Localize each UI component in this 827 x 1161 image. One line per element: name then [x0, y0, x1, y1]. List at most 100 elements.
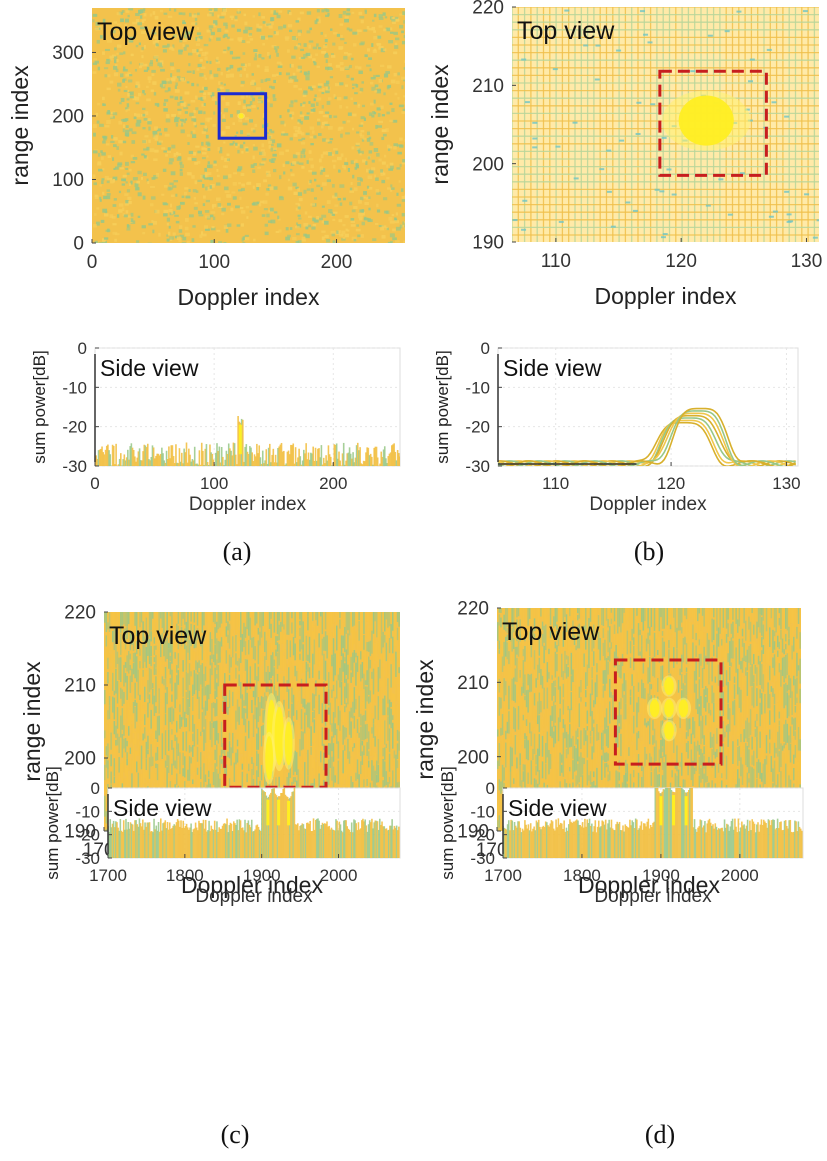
profile-traces	[503, 788, 803, 858]
profile-curve	[505, 407, 796, 466]
y-tick-label: -30	[62, 457, 87, 476]
hotspot	[678, 699, 689, 718]
x-tick-label: 1700	[89, 866, 127, 885]
profile-traces	[108, 788, 400, 858]
y-tick-label: -10	[465, 378, 490, 397]
plot-area	[497, 347, 799, 467]
profile-traces	[95, 415, 400, 466]
x-tick-label: 1800	[563, 866, 601, 885]
y-axis-label: range index	[412, 659, 438, 780]
region-box-solid	[217, 92, 268, 140]
x-tick-label: 1700	[484, 866, 522, 885]
y-tick-label: -20	[75, 826, 100, 845]
x-tick-label: 100	[200, 474, 228, 493]
y-tick-label: 190	[472, 233, 504, 254]
top-view-panel-b: Top view 110 120 130 190 200 210 220 Doppler ind…	[427, 0, 822, 309]
y-axis-label: range index	[7, 65, 33, 186]
x-tick-label: 120	[657, 474, 685, 493]
y-tick-label: 200	[52, 107, 84, 128]
y-tick-label: -20	[465, 418, 490, 437]
y-tick-label: 0	[91, 779, 100, 798]
top-view-label: Top view	[517, 17, 615, 45]
x-tick-label: 0	[87, 252, 98, 273]
x-tick-label: 0	[90, 474, 99, 493]
y-tick-label: 0	[78, 339, 87, 358]
hotspot	[274, 706, 284, 766]
hotspot	[238, 113, 244, 119]
x-axis-label: Doppler index	[178, 284, 320, 310]
top-view-label: Top view	[502, 618, 600, 646]
y-tick-label: 220	[457, 599, 489, 620]
side-view-label: Side view	[508, 795, 607, 821]
y-axis-label: range index	[19, 661, 45, 782]
x-axis-label: Doppler index	[181, 872, 323, 898]
x-tick-label: 2000	[320, 866, 358, 885]
y-tick-label: 190	[64, 822, 96, 843]
hotspot	[664, 677, 674, 695]
top-view-label: Top view	[97, 18, 195, 46]
caption-c: (c)	[220, 1120, 250, 1149]
caption-a: (a)	[222, 537, 252, 566]
x-axis-label: Doppler index	[594, 886, 712, 907]
y-tick-label: 220	[64, 603, 96, 624]
y-tick-label: -20	[470, 826, 495, 845]
x-tick-label: 1900	[243, 866, 281, 885]
y-axis-label: sum power[dB]	[438, 766, 457, 879]
x-tick-label: 120	[665, 251, 697, 272]
hotspot	[664, 721, 674, 740]
top-view-label: Top view	[109, 622, 207, 650]
y-tick-label: 210	[457, 673, 489, 694]
y-tick-label: -10	[470, 802, 495, 821]
caption-d: (d)	[644, 1120, 676, 1149]
y-axis-label: sum power[dB]	[43, 766, 62, 879]
y-tick-label: 200	[472, 154, 504, 175]
side-view-label: Side view	[113, 795, 212, 821]
hotspot	[678, 95, 734, 146]
x-axis-label: Doppler index	[595, 283, 737, 309]
y-tick-label: -30	[75, 849, 100, 868]
side-view-panel-a: Side view 0 100 200 0 -10 -20 -30 Doppler index s…	[30, 339, 401, 515]
y-tick-label: -30	[470, 849, 495, 868]
region-box-dashed	[658, 69, 768, 177]
x-tick-label: 110	[542, 474, 569, 493]
x-tick-label: 200	[321, 252, 353, 273]
y-tick-label: 220	[472, 0, 504, 19]
hotspot	[664, 699, 674, 718]
y-tick-label: 210	[472, 76, 504, 97]
y-tick-label: -10	[75, 802, 100, 821]
y-axis-label: sum power[dB]	[30, 350, 49, 463]
x-axis-label: Doppler index	[589, 494, 707, 515]
caption-b: (b)	[633, 537, 665, 566]
profile-traces	[498, 407, 796, 466]
x-tick-label: 130	[772, 474, 800, 493]
x-tick-label: 100	[198, 252, 230, 273]
x-tick-label: 130	[791, 251, 823, 272]
y-axis-label: sum power[dB]	[433, 350, 452, 463]
x-tick-label: 1900	[642, 866, 680, 885]
y-tick-label: 0	[486, 779, 495, 798]
x-tick-label: 1800	[166, 866, 204, 885]
y-axis-label: range index	[427, 64, 453, 185]
y-tick-label: 0	[481, 339, 490, 358]
x-axis-label: Doppler index	[195, 886, 313, 907]
side-view-panel-b: Side view 110 120 130 0 -10 -20 -30 Doppler inde…	[433, 339, 801, 515]
region-box-dashed	[223, 683, 328, 789]
hotspot	[265, 736, 274, 780]
side-view-panel-c: Side view 1700 1800 1900 2000 0 -10 -20 -30 Doppl…	[43, 766, 401, 907]
y-tick-label: -10	[62, 378, 87, 397]
x-tick-label: 110	[541, 251, 571, 272]
x-axis-label: Doppler index	[578, 872, 720, 898]
top-view-panel-a: Top view 0 100 200 0 100 200 300 Doppler index ra…	[7, 8, 405, 310]
x-axis-label: Doppler index	[189, 494, 307, 515]
y-tick-label: -20	[62, 418, 87, 437]
profile-curve	[498, 412, 795, 466]
y-tick-label: 0	[73, 234, 84, 255]
y-tick-label: 300	[52, 43, 84, 64]
hotspot	[284, 721, 293, 766]
heatmap-field	[512, 7, 819, 242]
side-view-label: Side view	[503, 355, 602, 381]
heatmap-field	[92, 8, 405, 243]
y-tick-label: 100	[52, 170, 84, 191]
side-view-label: Side view	[100, 355, 199, 381]
